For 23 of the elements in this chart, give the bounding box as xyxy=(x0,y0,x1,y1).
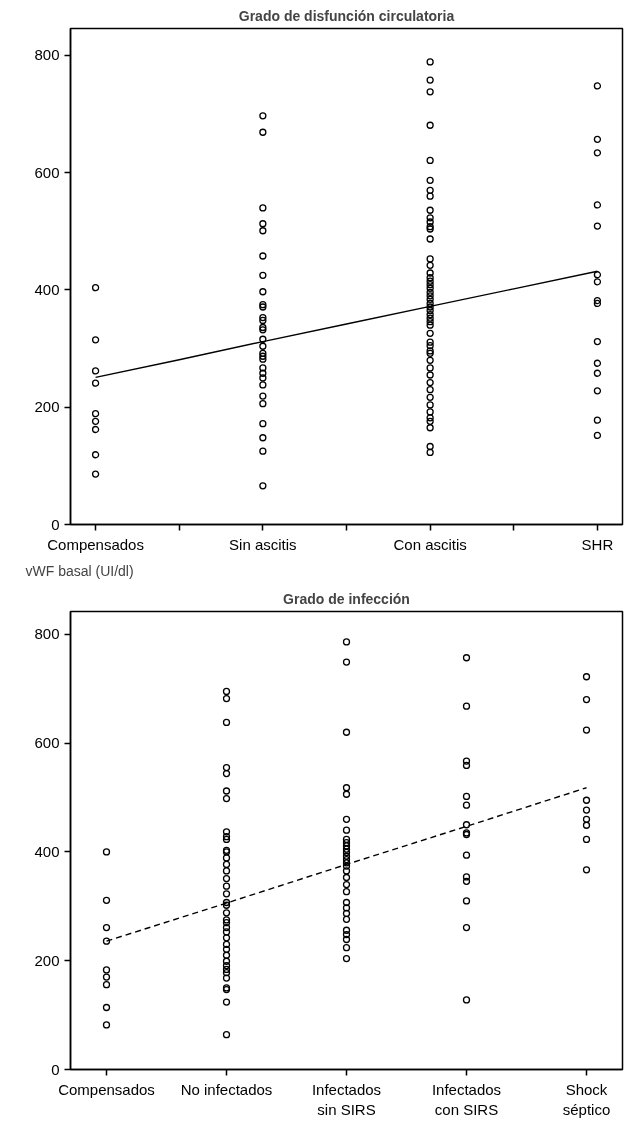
y-axis-title: vWF basal (UI/dl) xyxy=(25,562,134,579)
x-tick-label: Infectados con SIRS xyxy=(431,1080,502,1118)
y-tick-label: 800 xyxy=(34,46,60,64)
x-tick-label: Con ascitis xyxy=(393,535,467,553)
y-tick-label: 0 xyxy=(51,1060,60,1078)
chart-title: Grado de infección xyxy=(283,590,410,607)
x-tick-label: SHR xyxy=(581,535,614,553)
y-tick-label: 600 xyxy=(34,734,60,752)
x-tick-label: Compensados xyxy=(58,1080,155,1098)
line-series xyxy=(94,270,599,379)
y-tick-label: 600 xyxy=(34,163,60,181)
y-tick-label: 0 xyxy=(51,515,60,533)
y-tick-label: 200 xyxy=(34,951,60,969)
y-tick-label: 400 xyxy=(34,842,60,860)
y-tick-label: 800 xyxy=(34,625,60,643)
chart-title: Grado de disfunción circulatoria xyxy=(238,7,455,24)
y-tick-label: 200 xyxy=(34,398,60,416)
x-tick-label: Infectados sin SIRS xyxy=(311,1080,382,1118)
x-tick-label: Sin ascitis xyxy=(229,535,297,553)
x-tick-label: Compensados xyxy=(47,535,144,553)
y-tick-label: 400 xyxy=(34,280,60,298)
x-tick-label: Shock séptico xyxy=(562,1080,611,1118)
x-tick-label: No infectados xyxy=(180,1080,273,1098)
